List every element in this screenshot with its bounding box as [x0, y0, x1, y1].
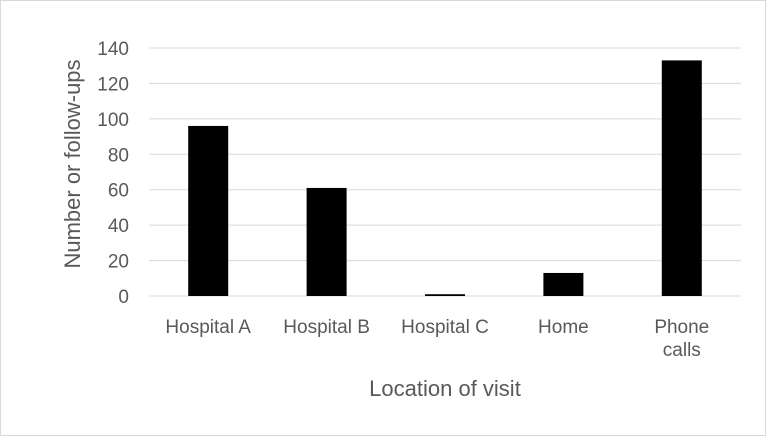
y-tick-label: 100 [97, 110, 129, 131]
y-tick-label: 140 [97, 39, 129, 60]
bar [425, 294, 465, 296]
bar [188, 125, 229, 296]
y-axis-ticks: 0 20 40 60 80 100 120 140 [97, 39, 129, 308]
y-tick-label: 0 [118, 287, 129, 308]
x-axis-ticks: Hospital A Hospital B Hospital C Home Phonec… [165, 317, 709, 361]
bar [661, 60, 702, 297]
x-tick-label: calls [663, 340, 701, 361]
y-tick-label: 80 [108, 145, 129, 166]
x-tick-label: Hospital B [283, 317, 370, 338]
x-tick-label: Hospital A [165, 317, 251, 338]
x-tick-label: Phone [654, 317, 709, 338]
bar [306, 187, 347, 296]
y-axis-title: Number or follow-ups [60, 59, 85, 268]
bar [543, 272, 584, 296]
bars [188, 60, 702, 297]
y-tick-label: 20 [108, 252, 129, 273]
y-tick-label: 60 [108, 181, 129, 202]
gridlines [149, 47, 741, 297]
x-axis-title: Location of visit [369, 376, 521, 401]
x-tick-label: Home [538, 317, 589, 338]
y-tick-label: 120 [97, 74, 129, 95]
x-tick-label: Hospital C [401, 317, 489, 338]
y-tick-label: 40 [108, 216, 129, 237]
